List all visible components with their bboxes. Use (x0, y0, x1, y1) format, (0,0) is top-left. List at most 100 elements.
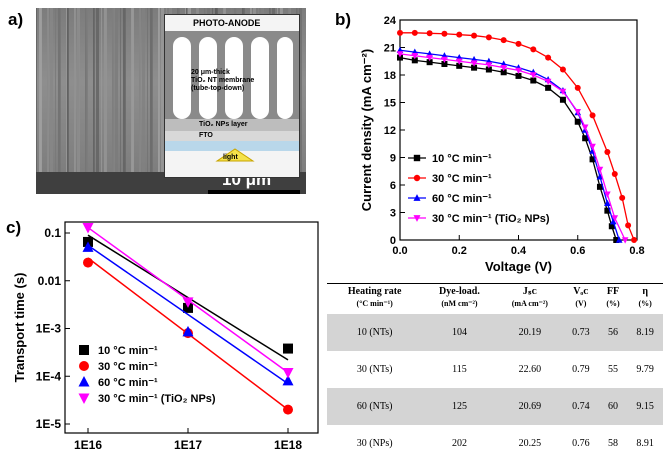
table-cell: 8.91 (636, 438, 654, 449)
performance-table: Heating rate (°C min⁻¹) Dye-load. (nM cm⁻²)… (327, 283, 663, 462)
data-point (397, 54, 403, 61)
x-tick-label: 1E16 (74, 438, 102, 452)
data-point (455, 58, 463, 65)
y-axis-label: Current density (mA cm⁻²) (359, 49, 374, 211)
data-point (545, 84, 552, 91)
data-point (604, 149, 611, 155)
column-title: Dye-load. (439, 286, 480, 297)
data-point (396, 51, 404, 58)
data-point (426, 54, 433, 62)
table-row: 60 (NTs) 125 20.69 0.74 60 9.15 (327, 388, 663, 425)
y-tick-label: 3 (390, 208, 396, 220)
legend-label: 60 °C min⁻¹ (432, 193, 492, 205)
data-point (411, 53, 419, 60)
column-title: Heating rate (347, 286, 402, 297)
table-cell: 9.15 (636, 401, 654, 412)
data-point (589, 143, 596, 151)
jv-chart: 0.0 0.2 0.4 0.6 0.8 0 3 6 9 12 15 18 21 24 Voltage (V)… (359, 15, 645, 274)
y-tick-label: 18 (384, 70, 396, 82)
x-tick-label: 0.6 (570, 245, 585, 257)
table-row: 30 (NPs) 202 20.25 0.76 58 8.91 (327, 425, 663, 462)
table-cell: 58 (608, 438, 619, 449)
data-point (441, 56, 448, 64)
data-point (615, 236, 623, 243)
data-point (500, 37, 507, 44)
table-cell: 0.79 (572, 364, 590, 375)
data-point (589, 112, 596, 119)
scale-bar (208, 190, 300, 194)
table-cell: 20.69 (518, 401, 542, 412)
legend-label: 30 °C min⁻¹ (432, 173, 492, 185)
table-cell: 30 (NTs) (356, 364, 393, 375)
y-tick-label: 0.1 (44, 226, 61, 240)
schematic-title: PHOTO-ANODE (193, 18, 261, 28)
data-point (485, 62, 493, 69)
fto-label: FTO (199, 132, 213, 139)
table-cell: 125 (451, 401, 467, 412)
table-cell: 20.19 (518, 327, 542, 338)
column-unit: (%) (638, 299, 652, 308)
column-title: Vₒᴄ (573, 286, 589, 297)
column-title: FF (606, 286, 620, 297)
y-axis-label: Transport time (s) (12, 273, 27, 383)
y-tick-label: 24 (384, 15, 397, 27)
legend-marker (413, 194, 421, 201)
y-tick-label: 1E-5 (36, 417, 62, 431)
table-body: 10 (NTs) 104 20.19 0.73 56 8.19 30 (NTs) 115 22.… (327, 314, 663, 462)
data-point (621, 237, 629, 244)
photoanode-drawing (165, 15, 299, 177)
data-point (545, 54, 552, 61)
series-line (400, 32, 635, 241)
x-tick-label: 1E17 (174, 438, 202, 452)
data-point (530, 72, 537, 79)
table-cell: 60 (NTs) (356, 401, 393, 412)
table-cell: 20.25 (518, 438, 542, 449)
legend-label: 60 °C min⁻¹ (98, 377, 158, 389)
legend-marker (78, 393, 90, 404)
data-point (625, 222, 632, 229)
light-label: light (223, 154, 238, 161)
data-point (604, 199, 611, 207)
data-point (283, 404, 293, 415)
data-point (282, 367, 294, 379)
data-point (530, 77, 537, 84)
y-tick-label: 6 (390, 180, 396, 192)
data-point (485, 66, 492, 73)
data-point (411, 29, 418, 36)
data-point (500, 69, 507, 76)
column-title: Jₛᴄ (522, 286, 537, 297)
data-point (559, 96, 566, 103)
legend-label: 30 °C min⁻¹ (TiO₂ NPs) (432, 213, 550, 225)
table-cell: 0.76 (572, 438, 590, 449)
table-cell: 104 (451, 327, 467, 338)
data-point (574, 118, 581, 125)
column-header: Dye-load. (nM cm⁻²) (422, 284, 496, 315)
panel-label-b: b) (335, 10, 352, 29)
legend-label: 10 °C min⁻¹ (432, 153, 492, 165)
data-point (515, 72, 522, 79)
column-header: Vₒᴄ (V) (563, 284, 599, 315)
nps-layer-label: TiO₂ NPs layer (199, 121, 248, 128)
x-tick-label: 0.4 (511, 245, 527, 257)
legend-label: 30 °C min⁻¹ (98, 361, 158, 373)
data-point (182, 325, 194, 337)
data-point (456, 31, 463, 38)
data-point (441, 61, 448, 67)
legend-marker (413, 174, 421, 182)
y-tick-label: 12 (384, 125, 396, 137)
table-cell: 0.74 (572, 401, 590, 412)
data-point (456, 62, 463, 69)
data-point (610, 218, 617, 225)
data-point (470, 60, 478, 67)
y-tick-label: 0 (390, 235, 396, 247)
data-point (471, 32, 478, 39)
membrane-label-line3: (tube-top-down) (191, 85, 245, 92)
transport-time-chart: 1E16 1E17 1E18 1E-5 1E-4 1E-3 0.01 0.1 Transport… (12, 221, 319, 452)
y-tick-label: 21 (384, 43, 396, 55)
data-point (82, 241, 94, 252)
membrane-label-line1: 20 μm-thick (191, 69, 230, 76)
data-point (574, 84, 581, 91)
y-tick-label: 9 (390, 153, 396, 165)
data-point (530, 46, 537, 53)
data-point (82, 223, 94, 234)
